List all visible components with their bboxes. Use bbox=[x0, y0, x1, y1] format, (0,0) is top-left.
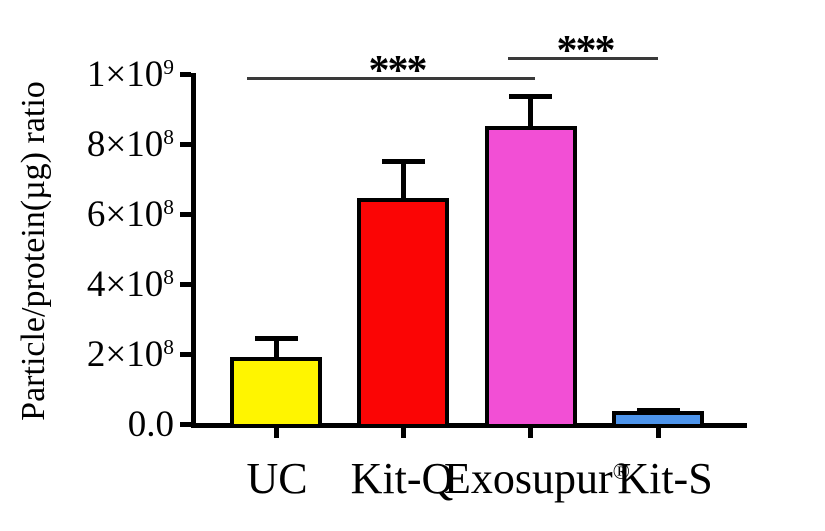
superscript: 9 bbox=[163, 54, 174, 79]
error-bar-stem bbox=[401, 159, 406, 202]
x-tick-mark bbox=[528, 428, 533, 438]
x-tick-mark bbox=[274, 428, 279, 438]
error-bar-stem bbox=[528, 94, 533, 130]
x-axis-label-kit-s: Kit-S bbox=[617, 454, 713, 503]
bar-kit-s bbox=[612, 411, 704, 428]
bar-kit-q bbox=[357, 198, 449, 428]
x-tick-mark bbox=[656, 428, 661, 438]
y-tick-mark bbox=[180, 282, 191, 287]
y-tick-mark bbox=[180, 212, 191, 217]
error-bar-stem bbox=[274, 336, 279, 361]
x-tick-mark bbox=[401, 428, 406, 438]
y-tick-label: 4×108 bbox=[86, 263, 174, 305]
y-tick-label: 8×108 bbox=[86, 123, 174, 165]
significance-stars-label: *** bbox=[556, 28, 616, 74]
error-bar-cap bbox=[509, 94, 552, 99]
x-axis-line bbox=[191, 423, 747, 428]
x-axis-label-uc: UC bbox=[246, 454, 308, 503]
y-tick-label: 0.0 bbox=[127, 403, 174, 445]
bar-exosupur bbox=[485, 126, 577, 428]
superscript: ® bbox=[612, 458, 631, 484]
significance-stars-label: *** bbox=[368, 48, 428, 94]
significance-line bbox=[247, 77, 535, 80]
y-axis-line bbox=[191, 73, 196, 428]
y-axis-title: Particle/protein(µg) ratio bbox=[15, 81, 52, 421]
superscript: 8 bbox=[163, 194, 174, 219]
bar-uc bbox=[230, 357, 322, 428]
y-tick-mark bbox=[180, 352, 191, 357]
y-tick-label: 6×108 bbox=[86, 193, 174, 235]
error-bar-cap bbox=[382, 159, 425, 164]
y-tick-label: 1×109 bbox=[86, 53, 174, 95]
y-tick-mark bbox=[180, 142, 191, 147]
x-axis-label-kit-q: Kit-Q bbox=[350, 454, 454, 503]
y-tick-mark bbox=[180, 422, 191, 427]
superscript: 8 bbox=[163, 334, 174, 359]
y-tick-label: 2×108 bbox=[86, 333, 174, 375]
x-axis-label-exosupur: Exosupur® bbox=[443, 454, 631, 503]
superscript: 8 bbox=[163, 124, 174, 149]
y-tick-mark bbox=[180, 72, 191, 77]
superscript: 8 bbox=[163, 264, 174, 289]
significance-line bbox=[508, 57, 658, 60]
error-bar-cap bbox=[637, 408, 680, 413]
error-bar-cap bbox=[255, 336, 298, 341]
